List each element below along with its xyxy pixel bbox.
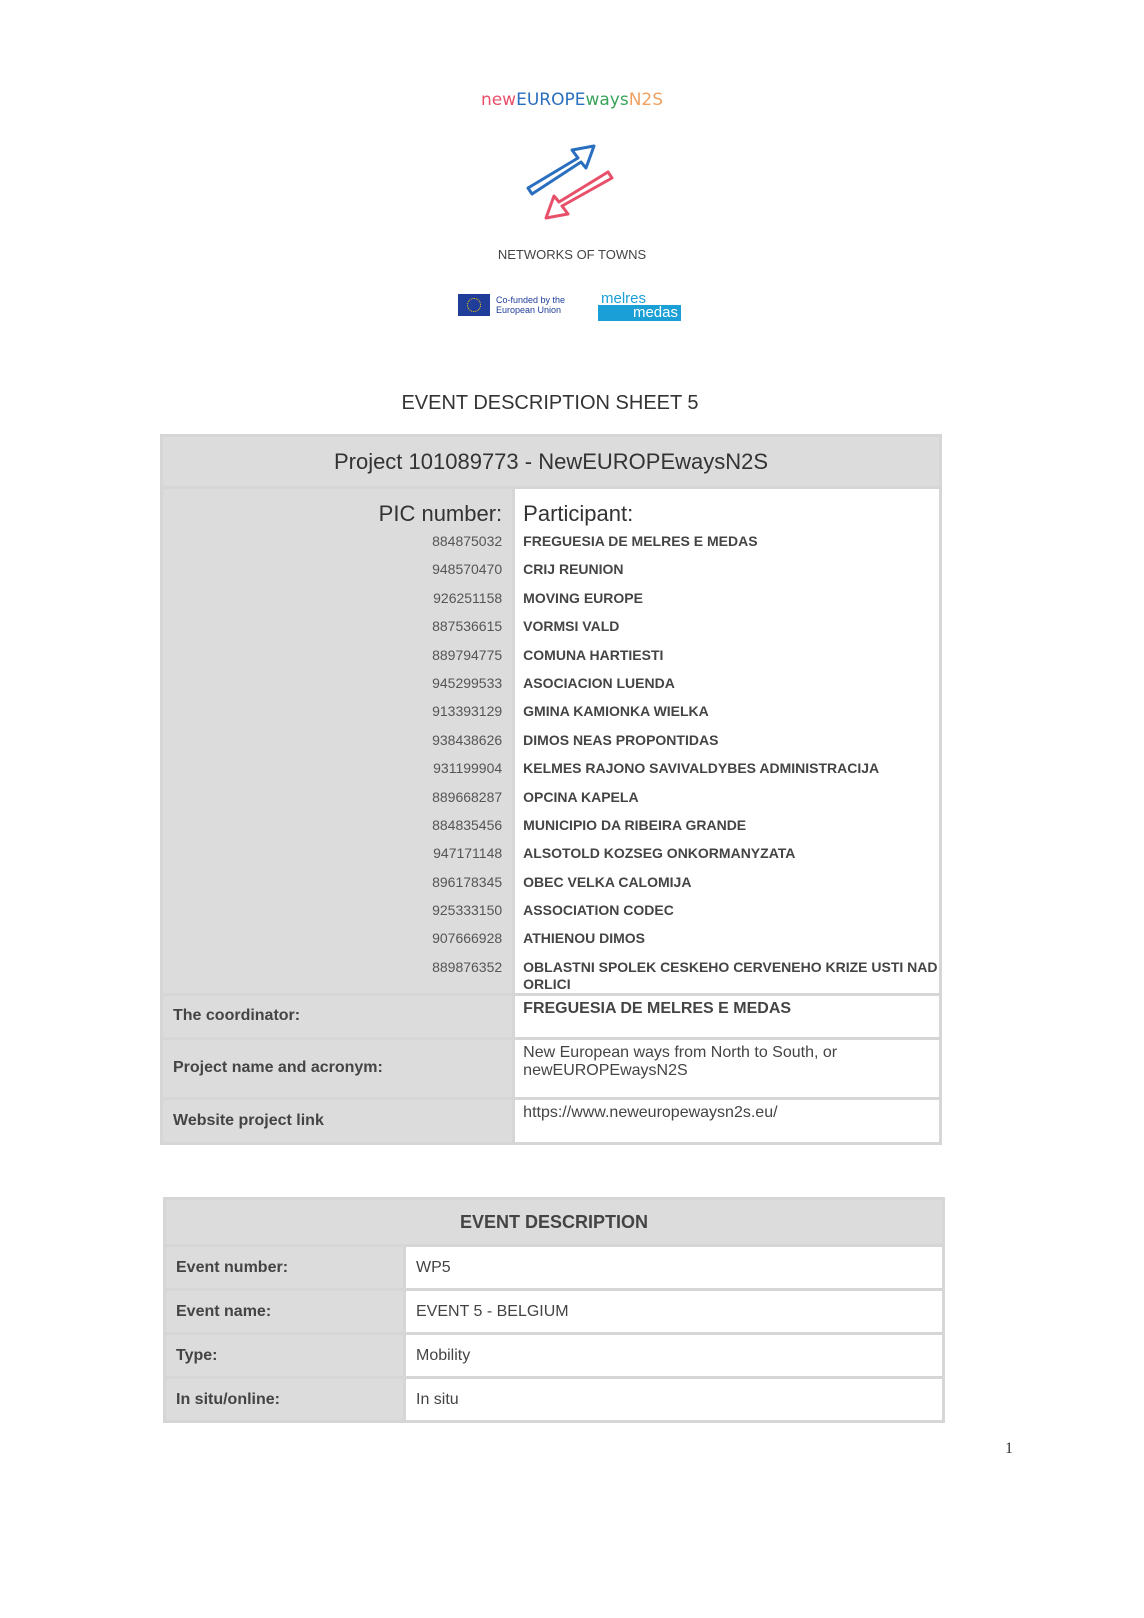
brand-part: N2S (628, 90, 664, 110)
pic-number: 889876352 (432, 958, 503, 975)
brand-part: ways (585, 90, 629, 110)
event-row: Event number: WP5 (163, 1244, 945, 1291)
website-label: Website project link (159, 1096, 516, 1145)
pic-number: 884875032 (432, 533, 503, 549)
page-number: 1 (1005, 1440, 1013, 1457)
participant-name: OPCINA KAPELA (523, 788, 639, 805)
page-title: EVENT DESCRIPTION SHEET 5 (401, 392, 699, 414)
project-table: Project 101089773 - NewEUROPEwaysN2S PIC… (159, 434, 942, 1145)
pic-number: 948570470 (432, 561, 503, 578)
event-row: In situ/online: In situ (163, 1376, 945, 1423)
project-heading: Project 101089773 - NewEUROPEwaysN2S (160, 434, 942, 489)
pic-number: 884835456 (432, 816, 503, 833)
event-label: Event name: (163, 1288, 406, 1335)
event-row: Type: Mobility (163, 1332, 945, 1379)
participant-name: VORMSI VALD (523, 618, 620, 635)
pic-number: 947171148 (433, 845, 503, 862)
eu-cofunded-logo: Co-funded by the European Union (458, 294, 565, 316)
participant-name: ATHIENOU DIMOS (523, 930, 646, 947)
pic-number: 925333150 (432, 902, 503, 919)
participant-name: MUNICIPIO DA RIBEIRA GRANDE (523, 816, 747, 833)
pic-number: 889668287 (432, 788, 503, 805)
participant-name: OBEC VELKA CALOMIJA (523, 873, 692, 890)
pic-number: 913393129 (432, 703, 503, 720)
pic-number: 907666928 (432, 930, 503, 947)
pic-number: 889794775 (432, 646, 503, 663)
pic-number: 945299533 (432, 674, 503, 691)
project-name-value: New European ways from North to South, o… (512, 1036, 942, 1100)
event-label: In situ/online: (163, 1376, 406, 1423)
partner-top: melres (601, 290, 647, 307)
event-value: Mobility (403, 1332, 945, 1379)
pic-column: PIC number: 884875032 948570470 926251158 88… (159, 486, 516, 996)
event-table: EVENT DESCRIPTION Event number: WP5 Event … (163, 1197, 945, 1423)
partner-bottom: medas (598, 305, 681, 321)
pic-number: 896178345 (432, 873, 503, 890)
event-label: Event number: (163, 1244, 406, 1291)
event-row: Event name: EVENT 5 - BELGIUM (163, 1288, 945, 1335)
participant-name: COMUNA HARTIESTI (523, 646, 664, 663)
project-name-label: Project name and acronym: (159, 1036, 516, 1100)
participant-label: Participant: (523, 501, 634, 526)
brand-part: EUROPE (516, 90, 586, 110)
eu-flag-icon (458, 294, 490, 316)
participant-name: GMINA KAMIONKA WIELKA (523, 703, 709, 720)
participant-name: CRIJ REUNION (523, 561, 624, 578)
participant-name: ASSOCIATION CODEC (523, 902, 674, 919)
participant-name: KELMES RAJONO SAVIVALDYBES ADMINISTRACIJ… (523, 760, 880, 777)
participant-name: DIMOS NEAS PROPONTIDAS (523, 731, 719, 748)
participant-name: FREGUESIA DE MELRES E MEDAS (523, 533, 758, 549)
participant-name: ALSOTOLD KOZSEG ONKORMANYZATA (523, 845, 796, 862)
eu-line1: Co-funded by the (496, 295, 566, 305)
coordinator-value: FREGUESIA DE MELRES E MEDAS (512, 992, 942, 1040)
brand-wordmark: newEUROPEwaysN2S (0, 90, 1144, 110)
coordinator-label: The coordinator: (159, 992, 516, 1040)
event-value: WP5 (403, 1244, 945, 1291)
pic-number: 931199904 (433, 760, 503, 777)
pic-number: 938438626 (432, 731, 503, 748)
event-heading: EVENT DESCRIPTION (163, 1197, 945, 1247)
participant-name: OBLASTNI SPOLEK CESKEHO CERVENEHO KRIZE … (523, 958, 938, 992)
tagline: NETWORKS OF TOWNS (497, 247, 647, 262)
event-value: EVENT 5 - BELGIUM (403, 1288, 945, 1335)
brand-part: new (480, 90, 517, 110)
website-link[interactable]: https://www.neweuropewaysn2s.eu/ (512, 1096, 942, 1145)
pic-number: 926251158 (433, 589, 503, 606)
eu-line2: European Union (496, 305, 562, 315)
pic-number: 887536615 (432, 618, 503, 635)
melres-medas-logo: melres medas (598, 290, 681, 321)
arrows-logo-icon (526, 144, 614, 220)
pic-label: PIC number: (378, 501, 503, 526)
participant-column: Participant: FREGUESIA DE MELRES E MEDAS C… (512, 486, 942, 996)
participant-name: MOVING EUROPE (523, 589, 643, 606)
event-label: Type: (163, 1332, 406, 1379)
participant-name: ASOCIACION LUENDA (523, 674, 675, 691)
event-value: In situ (403, 1376, 945, 1423)
